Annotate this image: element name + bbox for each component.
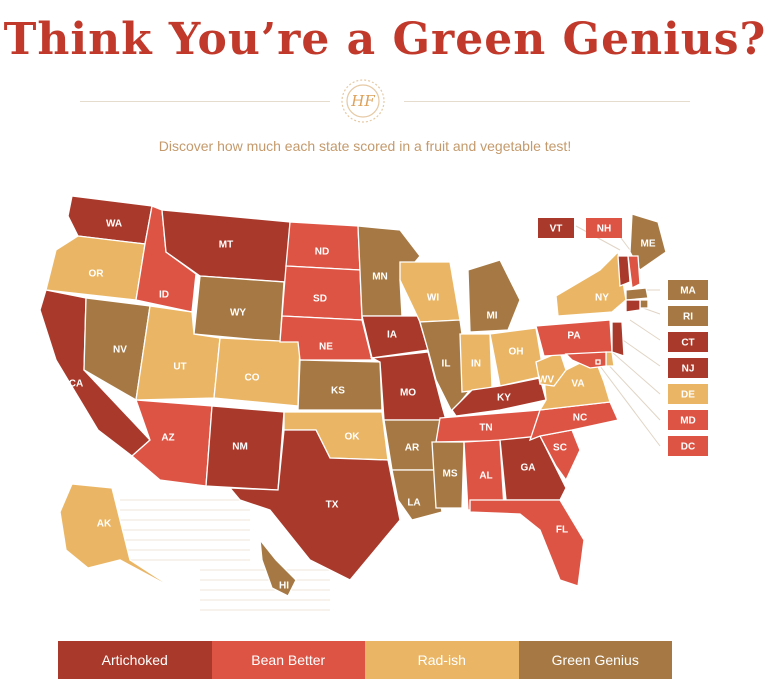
divider-right <box>404 101 690 102</box>
state-label-ia: IA <box>387 330 397 341</box>
divider-left <box>80 101 330 102</box>
state-label-tx: TX <box>326 500 339 511</box>
callout-box-ri <box>668 306 708 326</box>
state-label-ak: AK <box>97 519 112 530</box>
state-label-ga: GA <box>521 463 536 474</box>
state-label-pa: PA <box>567 331 580 342</box>
state-label-ks: KS <box>331 386 345 397</box>
state-me <box>629 213 667 271</box>
state-label-nm: NM <box>232 442 248 453</box>
state-dc <box>595 359 601 365</box>
state-label-ky: KY <box>497 393 511 404</box>
state-il <box>419 319 471 414</box>
brand-logo: HF <box>341 79 385 123</box>
state-label-al: AL <box>479 471 492 482</box>
page-title: Think You’re a Green Genius? <box>3 14 767 65</box>
state-ky <box>451 377 547 417</box>
callout-box-nh <box>586 218 622 238</box>
state-label-wy: WY <box>230 308 246 319</box>
state-label-la: LA <box>407 498 420 509</box>
state-label-hi: HI <box>279 581 289 592</box>
page-subtitle: Discover how much each state scored in a… <box>158 138 572 154</box>
callout-label-de: DE <box>681 390 695 401</box>
state-label-va: VA <box>571 379 584 390</box>
state-ri <box>639 299 649 309</box>
legend: Artichoked Bean Better Rad-ish Green Gen… <box>58 641 672 679</box>
legend-rad-ish: Rad-ish <box>365 641 519 679</box>
state-la <box>391 469 443 521</box>
state-hi <box>259 537 297 597</box>
state-label-ut: UT <box>173 362 186 373</box>
callout-label-vt: VT <box>550 224 563 235</box>
state-nj <box>611 321 625 357</box>
callout-label-nh: NH <box>597 224 611 235</box>
state-ma <box>625 287 649 301</box>
state-label-wa: WA <box>106 219 122 230</box>
state-label-il: IL <box>442 359 451 370</box>
state-fl <box>469 499 585 587</box>
callout-label-md: MD <box>680 416 696 427</box>
us-map: WA OR CA NV ID MT WY UT CO AZ NM ND SD NE KS OK TX MN IA MO… <box>39 195 708 611</box>
state-label-mn: MN <box>372 272 388 283</box>
legend-artichoked: Artichoked <box>58 641 212 679</box>
state-label-id: ID <box>159 290 169 301</box>
state-mi <box>467 259 521 333</box>
state-ks <box>297 359 383 411</box>
state-label-tn: TN <box>479 423 492 434</box>
state-label-mo: MO <box>400 388 416 399</box>
state-vt <box>617 255 631 287</box>
state-de <box>605 351 615 367</box>
hatch-lines <box>120 499 330 611</box>
callout-box-md <box>668 410 708 430</box>
state-label-nv: NV <box>113 345 127 356</box>
state-label-ok: OK <box>345 432 361 443</box>
state-ak <box>59 483 177 591</box>
state-label-ar: AR <box>405 443 420 454</box>
callout-box-dc <box>668 436 708 456</box>
state-label-oh: OH <box>509 347 524 358</box>
state-label-sd: SD <box>313 294 327 305</box>
state-label-ny: NY <box>595 293 609 304</box>
state-label-mt: MT <box>219 240 233 251</box>
state-label-fl: FL <box>556 525 568 536</box>
callout-box-de <box>668 384 708 404</box>
state-va <box>538 355 611 411</box>
state-ny <box>555 250 627 317</box>
callout-box-vt <box>538 218 574 238</box>
callout-box-nj <box>668 358 708 378</box>
legend-green-genius: Green Genius <box>518 641 672 679</box>
state-label-me: ME <box>641 239 656 250</box>
state-label-ms: MS <box>443 469 458 480</box>
state-ct <box>625 299 641 313</box>
state-label-ca: CA <box>69 379 83 390</box>
callout-box-ma <box>668 280 708 300</box>
state-nh <box>627 255 641 289</box>
callout-label-ma: MA <box>680 286 696 297</box>
state-label-wi: WI <box>427 293 439 304</box>
state-label-wv: WV <box>538 375 554 386</box>
callout-label-ri: RI <box>683 312 693 323</box>
state-label-ne: NE <box>319 342 333 353</box>
state-label-sc: SC <box>553 443 567 454</box>
callout-box-ct <box>668 332 708 352</box>
state-or <box>45 235 146 301</box>
state-label-or: OR <box>89 269 105 280</box>
callout-label-nj: NJ <box>682 364 695 375</box>
state-tx <box>228 429 401 581</box>
state-label-nc: NC <box>573 413 587 424</box>
callout-label-dc: DC <box>681 442 695 453</box>
state-label-co: CO <box>245 373 260 384</box>
state-label-mi: MI <box>486 311 497 322</box>
callout-label-ct: CT <box>681 338 694 349</box>
state-label-in: IN <box>471 359 481 370</box>
state-ms <box>431 441 465 509</box>
state-label-az: AZ <box>161 433 174 444</box>
state-label-nd: ND <box>315 247 329 258</box>
logo-text: HF <box>350 92 375 110</box>
legend-bean-better: Bean Better <box>211 641 365 679</box>
